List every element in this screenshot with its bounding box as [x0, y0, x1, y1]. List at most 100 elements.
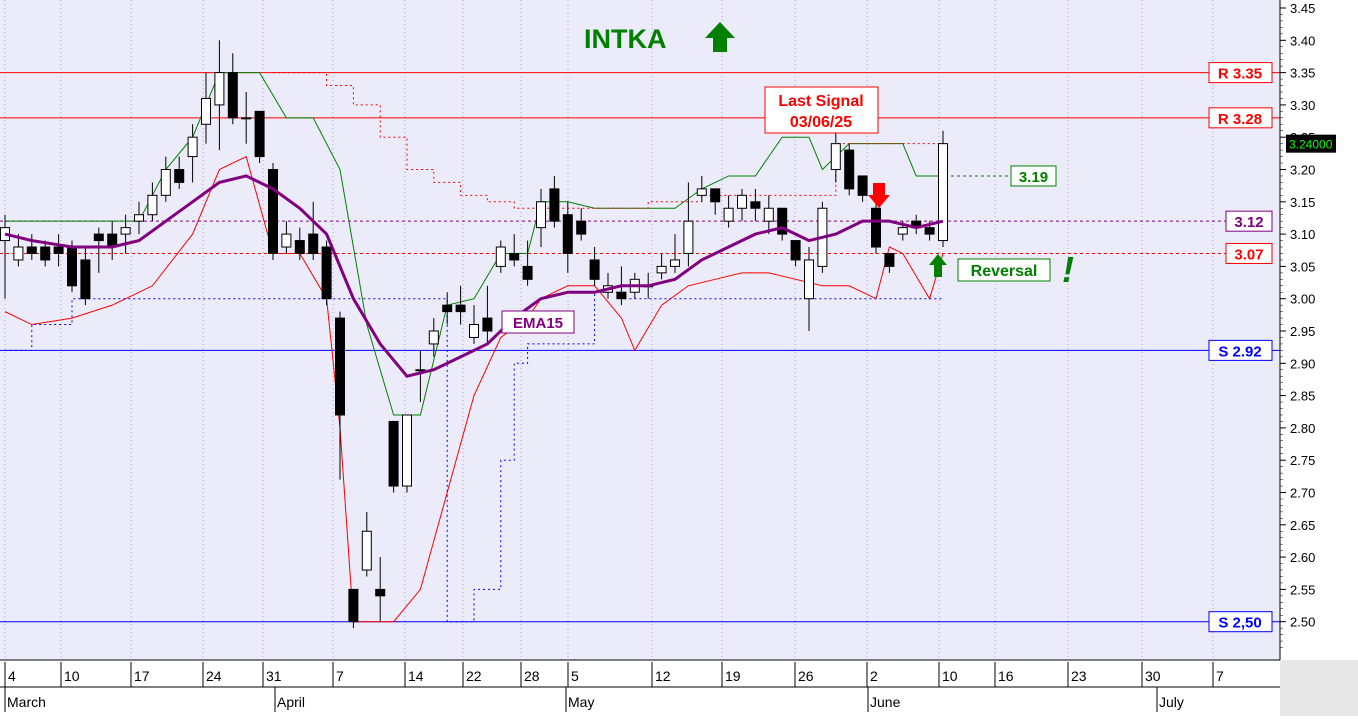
ema15-line: [4, 174, 944, 378]
candle-body: [804, 259, 814, 300]
y-tick-label: 2.75: [1290, 453, 1315, 468]
candle-body: [710, 188, 721, 203]
candle-body: [147, 194, 158, 216]
candle-body: [187, 136, 198, 158]
candle-body: [174, 169, 185, 183]
candle-body: [26, 246, 37, 254]
y-tick-label: 3.10: [1290, 227, 1315, 242]
candle-body: [388, 420, 399, 487]
candle-body: [93, 233, 104, 242]
month-label: July: [1159, 694, 1184, 710]
candle-body: [415, 369, 426, 372]
x-tick-label: 16: [998, 668, 1014, 684]
x-tick-label: 24: [206, 668, 222, 684]
candle-body: [294, 240, 305, 254]
plot-area: [0, 0, 1280, 660]
candle-body: [67, 246, 77, 287]
marker-label: 3.12: [1234, 214, 1263, 231]
candle-body: [241, 117, 252, 120]
x-tick-label: 10: [64, 668, 80, 684]
x-tick-label: 4: [8, 668, 16, 684]
candle-body: [522, 265, 533, 280]
candle-body: [281, 233, 292, 248]
candle-body: [348, 588, 359, 623]
y-axis-area: [1280, 0, 1358, 660]
marker-box: [1010, 165, 1057, 187]
last-price-box: [1286, 134, 1336, 153]
candle-body: [938, 143, 948, 242]
y-tick-label: 2.55: [1290, 582, 1315, 597]
last-signal-label: Last Signal: [778, 93, 863, 110]
candle-body: [844, 149, 855, 190]
x-tick-label: 26: [798, 668, 814, 684]
candle-body: [469, 324, 479, 338]
down-arrow-icon: [868, 183, 890, 208]
candle-body: [40, 246, 51, 261]
candle-body: [656, 265, 667, 274]
y-tick-label: 2.85: [1290, 389, 1315, 404]
month-label: June: [870, 694, 901, 710]
level-box: [1208, 339, 1273, 361]
y-tick-label: 3.00: [1290, 292, 1315, 307]
blue-dotted-line: [5, 291, 943, 623]
x-tick-label: 23: [1071, 668, 1087, 684]
overlay: [4, 174, 944, 378]
last-signal-date: 03/06/25: [790, 114, 852, 131]
candle-body: [227, 72, 238, 119]
candle-body: [589, 259, 600, 280]
candle-body: [830, 143, 841, 171]
level-box: [1208, 62, 1273, 84]
candle-body: [455, 304, 466, 313]
candle-body: [53, 246, 64, 254]
candle-body: [857, 175, 868, 196]
reversal-box: [957, 258, 1051, 282]
candle-body: [884, 252, 895, 267]
candle-body: [737, 194, 747, 209]
axis-corner: [1280, 660, 1358, 716]
y-tick-label: 2.95: [1290, 324, 1315, 339]
level-label: S 2,50: [1218, 615, 1261, 632]
candle-body: [670, 259, 680, 267]
marker-label: 3.07: [1234, 246, 1263, 263]
candle-body: [536, 201, 546, 229]
candle-body: [777, 207, 788, 235]
y-tick-label: 2.80: [1290, 421, 1315, 436]
candle-body: [616, 291, 627, 300]
marker-label: 3.19: [1019, 169, 1048, 186]
x-tick-label: 7: [336, 668, 344, 684]
month-label: May: [568, 694, 594, 710]
candle-body: [375, 588, 386, 597]
y-tick-label: 3.15: [1290, 195, 1315, 210]
candle-body: [160, 169, 171, 196]
candle-body: [361, 530, 372, 571]
reversal-label: Reversal: [971, 263, 1038, 280]
candle-body: [495, 246, 506, 267]
candle-body: [80, 259, 91, 300]
ema-label-box: [501, 310, 575, 334]
candle-body: [790, 240, 801, 261]
x-tick-label: 5: [571, 668, 579, 684]
candle-body: [871, 207, 881, 248]
x-axis: 4 10 17 24 31 7 14 22 28 5 12 19 26 2 10 16 23 30 7 March Ap…: [0, 659, 1280, 712]
candles: [0, 40, 948, 629]
up-arrow-icon: [705, 22, 735, 52]
y-tick-label: 2.50: [1290, 615, 1315, 630]
x-tick-label: 28: [524, 668, 540, 684]
x-tick-label: 7: [1216, 668, 1224, 684]
y-axis: 3.453.403.353.303.253.203.153.103.053.00…: [1279, 0, 1336, 660]
x-tick-label: 19: [725, 668, 741, 684]
candle-body: [214, 72, 225, 106]
upper-band-line: [5, 72, 943, 416]
y-tick-label: 3.40: [1290, 33, 1315, 48]
candle-body: [308, 233, 319, 254]
x-tick-label: 14: [408, 668, 424, 684]
ema-label: EMA15: [513, 315, 563, 332]
candle-body: [254, 110, 265, 158]
last-signal-box: [764, 86, 879, 134]
candle-body: [696, 188, 707, 196]
candle-body: [482, 317, 493, 332]
y-tick-label: 2.60: [1290, 550, 1315, 565]
level-lines: R 3.35 R 3.28 S 2.92 S 2,50 3.19 3.12 3.07: [0, 62, 1280, 633]
candle-body: [402, 414, 412, 487]
x-tick-label: 31: [266, 668, 282, 684]
